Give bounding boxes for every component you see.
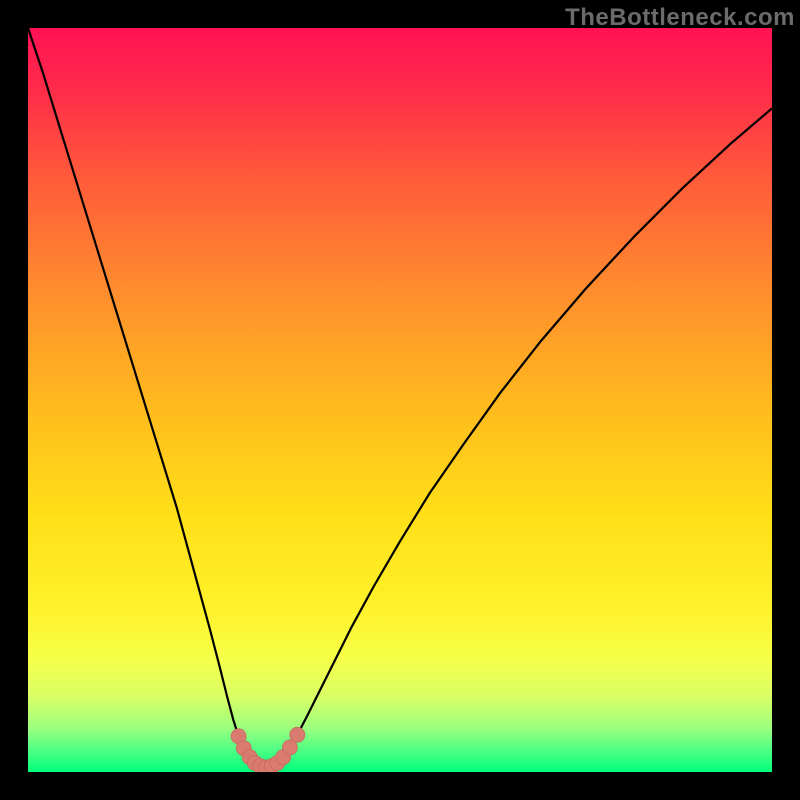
watermark-text: TheBottleneck.com <box>565 4 795 32</box>
curve-layer <box>28 28 772 772</box>
bottleneck-curve <box>28 28 772 768</box>
optimal-zone-marker <box>290 727 305 742</box>
plot-area <box>28 28 772 772</box>
